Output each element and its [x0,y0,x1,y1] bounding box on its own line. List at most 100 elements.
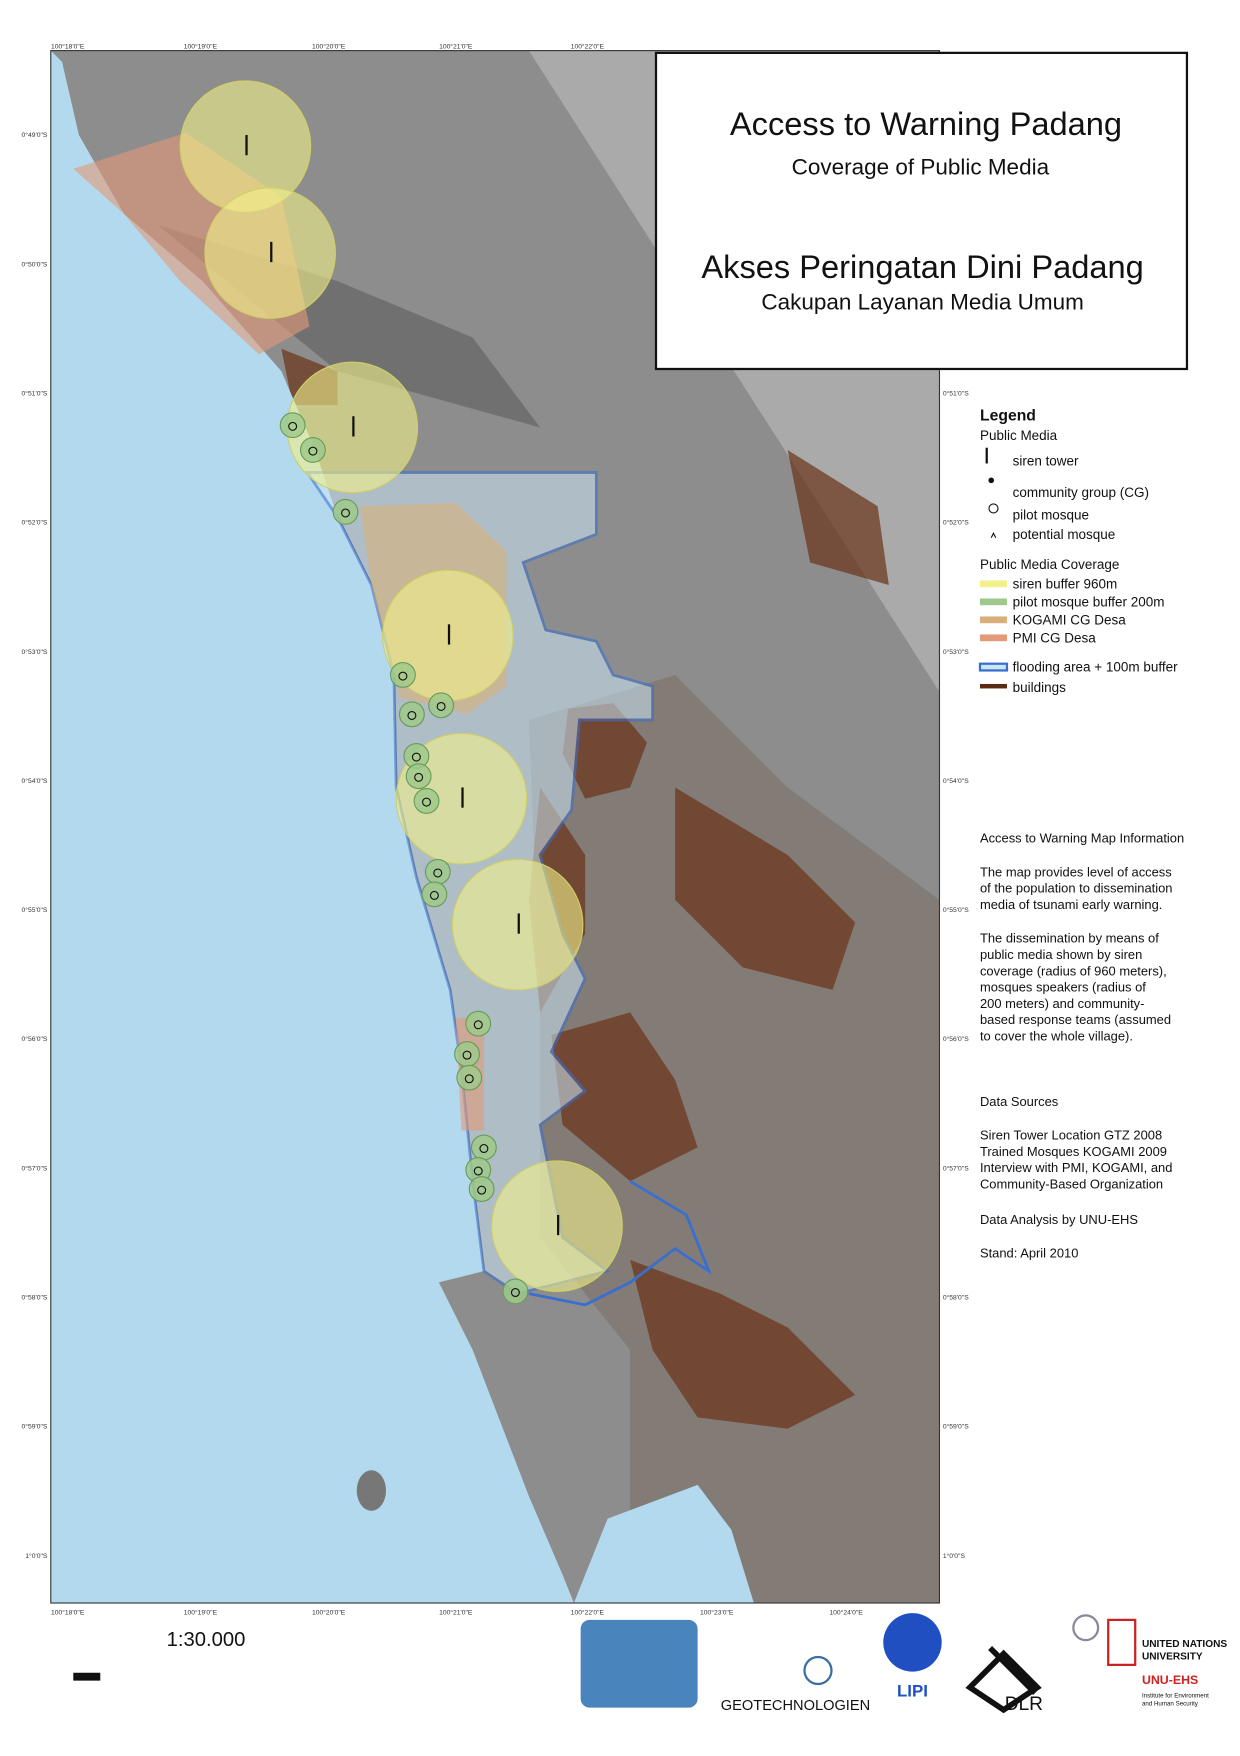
last-mile-logo [580,1619,698,1708]
siren-buffer [491,1160,623,1292]
pilot-mosque [473,1020,483,1030]
siren-tower [245,134,248,156]
info-line: The dissemination by means of [980,931,1159,946]
mosque-symbol [988,503,999,514]
swatch [979,616,1007,624]
info-heading: Access to Warning Map Information [980,831,1184,846]
latitude-label: 0°58'0"S [22,1294,48,1302]
title-box [654,51,1189,371]
latitude-label: 0°54'0"S [22,777,48,785]
legend-item: potential mosque [1013,527,1116,542]
info-line: 200 meters) and community- [980,996,1144,1011]
info-line: media of tsunami early warning. [980,897,1162,912]
siren-tower [352,416,355,437]
mosque-buffer [389,662,416,688]
legend-item: siren buffer 960m [1013,576,1118,591]
siren-tower [557,1214,560,1236]
pilot-mosque [288,421,298,431]
legend-item: community group (CG) [1013,485,1149,500]
cg-symbol [988,477,995,484]
map-frame [50,50,941,1604]
pilot-mosque [422,797,432,807]
info-line: based response teams (assumed [980,1012,1171,1027]
title: Akses Peringatan Dini Padang [701,248,1143,285]
pilot-mosque [429,890,439,900]
longitude-label: 100°20'0"E [312,1608,346,1616]
mosque-buffer [421,881,448,908]
mosque-buffer [468,1176,495,1202]
latitude-label: 0°59'0"S [943,1423,969,1431]
longitude-label: 100°21'0"E [439,1608,473,1616]
latitude-label: 0°56'0"S [22,1035,48,1043]
logo-text: DLR [1005,1694,1043,1715]
pilot-mosque [407,710,417,720]
un-logo [1072,1614,1100,1642]
pilot-mosque [341,508,351,518]
pilot-mosque [462,1050,472,1060]
longitude-label: 100°18'0"E [51,1608,85,1616]
pilot-mosque [464,1074,474,1084]
latitude-label: 0°57'0"S [943,1164,969,1172]
dlr-logo [965,1646,1042,1714]
pilot-mosque [308,446,318,456]
latitude-label: 0°56'0"S [943,1035,969,1043]
info-line: to cover the whole village). [980,1029,1133,1044]
pilot-mosque [510,1288,520,1298]
stand: Stand: April 2010 [980,1246,1078,1261]
swatch [978,662,1009,672]
mosque-buffer [299,437,326,463]
legend-heading: Public Media [980,428,1058,443]
legend-item: pilot mosque [1013,508,1089,523]
longitude-label: 100°22'0"E [571,42,605,50]
info-line: of the population to dissemination [980,881,1173,896]
logo-text: and Human Security [1142,1700,1199,1707]
pilot-mosque [433,868,443,878]
legend-item: siren tower [1013,454,1079,469]
swatch [979,598,1007,606]
mosque-buffer [470,1134,497,1161]
legend-heading: Public Media Coverage [980,557,1119,572]
flood-boundary [528,1179,712,1307]
labels: Access to Warning Padang Coverage of Publ… [22,42,1228,1715]
longitude-label: 100°24'0"E [829,1608,863,1616]
pilot-mosque [414,772,424,782]
logo-text: GEOTECHNOLOGIEN [721,1698,870,1714]
siren-tower [517,913,520,934]
siren-tower [447,624,451,645]
latitude-label: 0°59'0"S [22,1423,48,1431]
legend-title: Legend [980,408,1036,425]
info-line: The map provides level of access [980,864,1172,879]
legend-item: buildings [1013,680,1066,695]
latitude-label: 0°51'0"S [22,390,48,398]
latitude-label: 0°51'0"S [943,390,969,398]
legend-item: pilot mosque buffer 200m [1013,594,1165,609]
lipi-logo [883,1613,942,1672]
subtitle: Coverage of Public Media [792,154,1050,179]
latitude-label: 0°53'0"S [943,648,969,656]
pilot-mosque [479,1144,489,1154]
latitude-label: 0°58'0"S [943,1294,969,1302]
sea [50,50,574,1604]
geo-logo [803,1655,833,1686]
pilot-mosque [477,1185,487,1195]
mosque-buffers [279,412,529,1305]
logos [580,1613,1137,1714]
mosque-buffer [424,858,451,885]
mosque-buffer [456,1064,483,1091]
mosque-buffer [332,498,359,525]
siren-tower [270,241,273,263]
mosque-buffer [454,1041,480,1067]
legend-item: KOGAMI CG Desa [1013,612,1127,627]
potential-mosque-symbol [990,531,997,538]
scale-bar [73,1672,101,1681]
pilot-mosque [411,752,421,762]
legend-item: flooding area + 100m buffer [1013,660,1179,675]
scale-label: 1:30.000 [167,1629,246,1651]
longitude-label: 100°23'0"E [700,1608,734,1616]
latitude-label: 0°55'0"S [22,906,48,914]
mosque-buffer [465,1010,492,1037]
mosque-buffer [413,788,440,814]
longitude-label: 100°19'0"E [184,1608,218,1616]
